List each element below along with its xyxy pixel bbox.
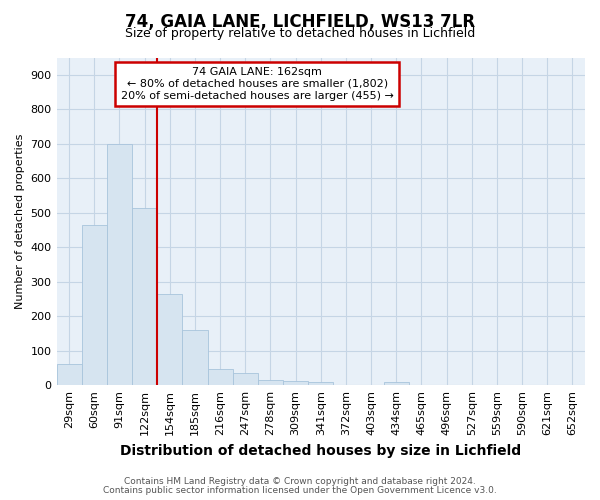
Text: Size of property relative to detached houses in Lichfield: Size of property relative to detached ho… bbox=[125, 28, 475, 40]
Bar bbox=[308, 382, 334, 385]
Bar bbox=[258, 380, 283, 385]
Text: 74 GAIA LANE: 162sqm
← 80% of detached houses are smaller (1,802)
20% of semi-de: 74 GAIA LANE: 162sqm ← 80% of detached h… bbox=[121, 68, 394, 100]
Bar bbox=[182, 330, 208, 385]
Bar bbox=[56, 364, 82, 385]
Bar bbox=[157, 294, 182, 385]
Bar bbox=[107, 144, 132, 385]
Bar bbox=[208, 369, 233, 385]
Bar bbox=[233, 373, 258, 385]
Text: Contains public sector information licensed under the Open Government Licence v3: Contains public sector information licen… bbox=[103, 486, 497, 495]
Bar bbox=[132, 208, 157, 385]
Bar bbox=[283, 380, 308, 385]
Text: 74, GAIA LANE, LICHFIELD, WS13 7LR: 74, GAIA LANE, LICHFIELD, WS13 7LR bbox=[125, 12, 475, 30]
X-axis label: Distribution of detached houses by size in Lichfield: Distribution of detached houses by size … bbox=[120, 444, 521, 458]
Text: Contains HM Land Registry data © Crown copyright and database right 2024.: Contains HM Land Registry data © Crown c… bbox=[124, 477, 476, 486]
Bar bbox=[383, 382, 409, 385]
Y-axis label: Number of detached properties: Number of detached properties bbox=[15, 134, 25, 309]
Bar bbox=[82, 225, 107, 385]
